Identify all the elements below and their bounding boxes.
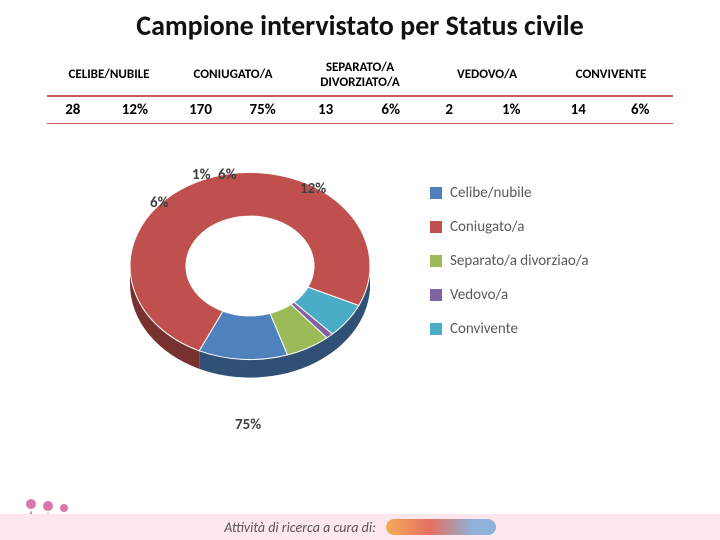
legend-swatch bbox=[430, 255, 442, 267]
col-convivente: CONVIVENTE bbox=[549, 57, 673, 96]
cell-pct: 6% bbox=[607, 96, 673, 124]
legend-swatch bbox=[430, 289, 442, 301]
cell-n: 2 bbox=[425, 96, 473, 124]
col-celibe: CELIBE/NUBILE bbox=[47, 57, 171, 96]
table-row: 28 12% 170 75% 13 6% 2 1% 14 6% bbox=[47, 96, 673, 124]
cell-n: 170 bbox=[171, 96, 230, 124]
legend-label: Vedovo/a bbox=[450, 286, 508, 304]
chart-area: 12% 75% 6% 1% 6% Celibe/nubile Coniugato… bbox=[0, 124, 720, 504]
legend-item: Coniugato/a bbox=[430, 218, 630, 236]
cell-pct: 6% bbox=[356, 96, 425, 124]
label-coniugato: 75% bbox=[235, 416, 261, 434]
cell-n: 28 bbox=[47, 96, 99, 124]
legend-label: Celibe/nubile bbox=[450, 184, 531, 202]
data-table: CELIBE/NUBILE CONIUGATO/A SEPARATO/A DIV… bbox=[47, 57, 673, 124]
cell-n: 14 bbox=[549, 96, 607, 124]
table-header-row: CELIBE/NUBILE CONIUGATO/A SEPARATO/A DIV… bbox=[47, 57, 673, 96]
page-title: Campione intervistato per Status civile bbox=[0, 0, 720, 43]
legend-swatch bbox=[430, 323, 442, 335]
legend-label: Convivente bbox=[450, 320, 518, 338]
label-separato: 6% bbox=[150, 194, 169, 212]
col-vedovo: VEDOVO/A bbox=[425, 57, 549, 96]
label-vedovo: 1% bbox=[192, 166, 211, 184]
footer-text: Attività di ricerca a cura di: bbox=[224, 519, 376, 536]
legend: Celibe/nubile Coniugato/a Separato/a div… bbox=[430, 184, 630, 354]
footer-logo bbox=[386, 519, 496, 535]
cell-n: 13 bbox=[295, 96, 356, 124]
cell-pct: 1% bbox=[473, 96, 549, 124]
legend-swatch bbox=[430, 187, 442, 199]
footer-bar: Attività di ricerca a cura di: bbox=[0, 514, 720, 540]
legend-item: Vedovo/a bbox=[430, 286, 630, 304]
legend-item: Convivente bbox=[430, 320, 630, 338]
legend-item: Separato/a divorziao/a bbox=[430, 252, 630, 270]
legend-swatch bbox=[430, 221, 442, 233]
slide: Campione intervistato per Status civile … bbox=[0, 0, 720, 540]
label-convivente: 6% bbox=[218, 166, 237, 184]
label-celibe: 12% bbox=[300, 180, 326, 198]
legend-label: Separato/a divorziao/a bbox=[450, 252, 589, 270]
col-separato: SEPARATO/A DIVORZIATO/A bbox=[295, 57, 425, 96]
donut-svg bbox=[120, 144, 380, 404]
cell-pct: 12% bbox=[99, 96, 171, 124]
donut-chart bbox=[120, 144, 380, 404]
legend-item: Celibe/nubile bbox=[430, 184, 630, 202]
col-coniugato: CONIUGATO/A bbox=[171, 57, 295, 96]
cell-pct: 75% bbox=[230, 96, 295, 124]
legend-label: Coniugato/a bbox=[450, 218, 524, 236]
